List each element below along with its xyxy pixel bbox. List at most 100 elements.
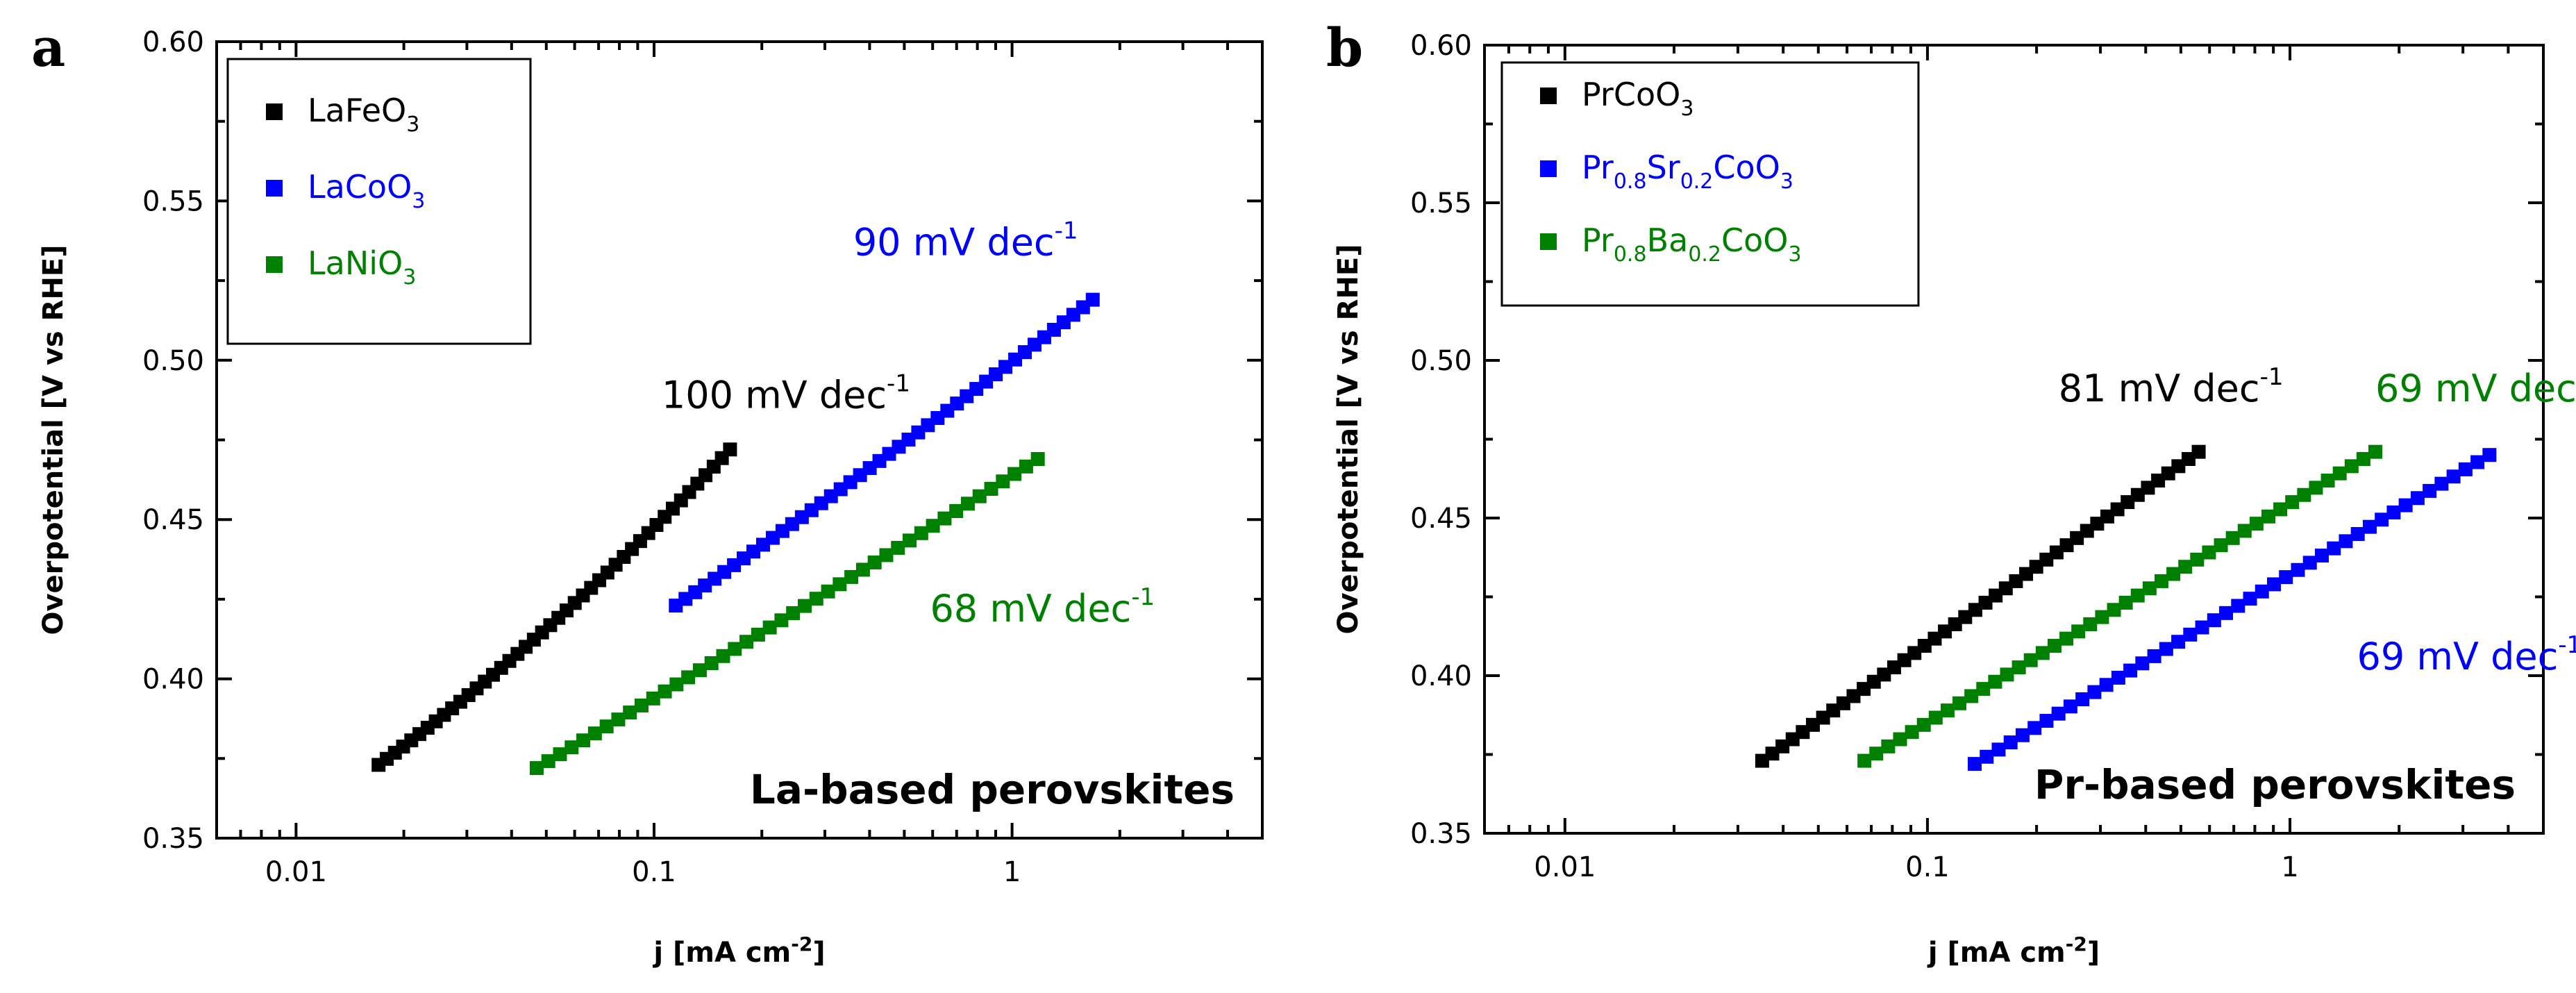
- slope-annotation: 81 mV dec-1: [2059, 363, 2284, 410]
- panel-letter: a: [31, 17, 65, 78]
- x-axis-title-sup: -2: [2066, 933, 2087, 956]
- data-point: [2261, 509, 2276, 524]
- data-point: [2279, 570, 2293, 585]
- data-point: [2027, 721, 2042, 735]
- data-point: [2071, 624, 2086, 639]
- slope-exponent: -1: [2558, 631, 2576, 659]
- y-tick-label: 0.45: [142, 504, 204, 536]
- legend-label-part: CoO: [1713, 149, 1780, 186]
- legend-label-part: CoO: [1614, 76, 1680, 113]
- legend-label: PrCoO3​: [1582, 76, 1693, 121]
- data-point: [1007, 467, 1022, 481]
- data-point: [1988, 674, 2002, 689]
- data-point: [809, 592, 823, 606]
- y-tick-label: 0.50: [1410, 345, 1472, 377]
- data-point: [833, 577, 847, 592]
- data-point: [2202, 545, 2216, 560]
- data-point: [2398, 498, 2413, 512]
- data-point: [529, 761, 544, 776]
- data-point: [564, 740, 579, 755]
- data-point: [2446, 469, 2461, 484]
- legend-label: LaCoO3: [308, 168, 425, 213]
- data-point: [1952, 696, 1967, 710]
- data-point: [2356, 452, 2370, 467]
- data-point: [2147, 649, 2161, 663]
- x-axis-title-main: j [mA cm: [652, 937, 791, 969]
- data-point: [2190, 552, 2205, 567]
- legend-subscript: 3: [406, 112, 419, 137]
- data-point: [1857, 753, 1872, 768]
- y-tick-label: 0.40: [1410, 660, 1472, 692]
- data-point: [903, 533, 917, 548]
- y-axis-title: Overpotential [V vs RHE]: [37, 244, 69, 635]
- legend-label-main: LaFeO: [308, 92, 406, 129]
- data-point: [2423, 483, 2437, 498]
- data-point: [2051, 706, 2066, 721]
- x-tick-label: 0.01: [1534, 851, 1596, 883]
- data-point: [762, 620, 777, 635]
- data-point: [723, 442, 737, 457]
- data-point: [1905, 725, 1919, 740]
- data-point: [2327, 541, 2341, 556]
- data-point: [937, 511, 952, 526]
- data-point: [541, 754, 555, 769]
- data-point: [1085, 292, 1100, 307]
- data-point: [2015, 728, 2030, 742]
- legend-subscript: 0.2: [1680, 169, 1714, 194]
- data-point: [2410, 491, 2425, 506]
- data-point: [2130, 588, 2145, 603]
- data-point: [751, 627, 765, 642]
- series-2: [1857, 444, 2383, 768]
- y-tick-label: 0.45: [1410, 503, 1472, 535]
- slope-exponent: -1: [887, 370, 910, 398]
- data-point: [2135, 656, 2150, 671]
- data-point: [2142, 581, 2157, 596]
- x-tick-label: 0.1: [1905, 851, 1950, 883]
- data-point: [2183, 627, 2198, 642]
- data-point: [1019, 459, 1033, 474]
- legend-label-part: Ba: [1647, 222, 1689, 259]
- data-point: [2118, 595, 2133, 610]
- data-point: [1976, 682, 1991, 696]
- x-axis-title-sup: -2: [791, 933, 812, 956]
- series-1: [669, 292, 1100, 613]
- data-point: [2095, 610, 2109, 624]
- data-point: [855, 562, 870, 577]
- data-point: [797, 599, 812, 613]
- data-point: [2339, 534, 2353, 549]
- panel-b: b 0.35 0.40 0.45 0.50 0.55 0.60 0.01 0.1 1 Overpot…: [1326, 17, 2576, 969]
- data-point: [2023, 653, 2038, 667]
- data-point: [2123, 663, 2138, 678]
- y-tick-label: 0.40: [142, 664, 204, 696]
- legend-label: Pr0.8​Ba0.2​CoO3​: [1582, 222, 1802, 267]
- panel-caption: Pr-based perovskites: [2034, 761, 2516, 808]
- data-point: [2482, 448, 2497, 462]
- data-point: [1967, 757, 1982, 771]
- data-point: [2111, 670, 2125, 685]
- legend-subscript: 0.2: [1688, 242, 1721, 267]
- slope-value: 100 mV dec: [662, 374, 887, 417]
- data-point: [786, 606, 801, 620]
- x-axis-title: j [mA cm-2]: [652, 933, 825, 969]
- data-point: [2219, 606, 2234, 620]
- y-tick-label: 0.60: [142, 26, 204, 58]
- legend-label: Pr0.8​Sr0.2​CoO3​: [1582, 149, 1793, 194]
- data-point: [2309, 481, 2323, 495]
- data-point: [2249, 517, 2264, 531]
- panel-caption: La-based perovskites: [750, 766, 1235, 813]
- data-point: [2302, 556, 2317, 570]
- slope-annotation: 69 mV dec-1: [2357, 631, 2576, 678]
- data-point: [821, 584, 835, 599]
- data-point: [891, 540, 905, 555]
- data-point: [2195, 620, 2209, 635]
- x-axis-title: j [mA cm-2]: [1927, 933, 2100, 969]
- data-point: [2059, 631, 2074, 646]
- data-point: [914, 526, 928, 540]
- slope-value: 81 mV dec: [2059, 367, 2260, 410]
- data-point: [739, 635, 754, 649]
- legend-marker: [1540, 160, 1557, 177]
- data-point: [2243, 592, 2257, 606]
- data-point: [2039, 714, 2054, 728]
